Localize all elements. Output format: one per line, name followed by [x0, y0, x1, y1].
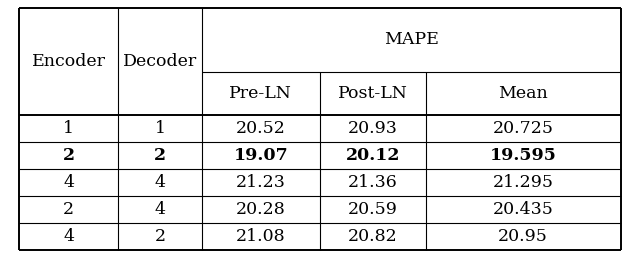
Text: 20.93: 20.93 [348, 120, 397, 137]
Text: 20.725: 20.725 [493, 120, 554, 137]
Text: Decoder: Decoder [123, 53, 197, 70]
Text: 2: 2 [63, 201, 74, 218]
Text: Post-LN: Post-LN [338, 85, 408, 102]
Text: Pre-LN: Pre-LN [229, 85, 292, 102]
Text: 20.435: 20.435 [493, 201, 554, 218]
Text: 19.595: 19.595 [490, 147, 557, 164]
Text: 20.12: 20.12 [346, 147, 400, 164]
Text: 20.59: 20.59 [348, 201, 397, 218]
Text: 2: 2 [154, 147, 166, 164]
Text: 2: 2 [63, 147, 75, 164]
Text: 20.52: 20.52 [236, 120, 285, 137]
Text: Mean: Mean [499, 85, 548, 102]
Text: MAPE: MAPE [384, 31, 438, 49]
Text: 1: 1 [63, 120, 74, 137]
Text: 20.82: 20.82 [348, 228, 397, 245]
Text: 4: 4 [154, 174, 166, 191]
Text: 21.36: 21.36 [348, 174, 397, 191]
Text: 19.07: 19.07 [234, 147, 288, 164]
Text: Encoder: Encoder [32, 53, 106, 70]
Text: 4: 4 [63, 174, 74, 191]
Text: 21.23: 21.23 [236, 174, 285, 191]
Text: 20.28: 20.28 [236, 201, 285, 218]
Text: 1: 1 [154, 120, 166, 137]
Text: 4: 4 [63, 228, 74, 245]
Text: 2: 2 [154, 228, 166, 245]
Text: 21.295: 21.295 [493, 174, 554, 191]
Text: 21.08: 21.08 [236, 228, 285, 245]
Text: 4: 4 [154, 201, 166, 218]
Text: 20.95: 20.95 [499, 228, 548, 245]
